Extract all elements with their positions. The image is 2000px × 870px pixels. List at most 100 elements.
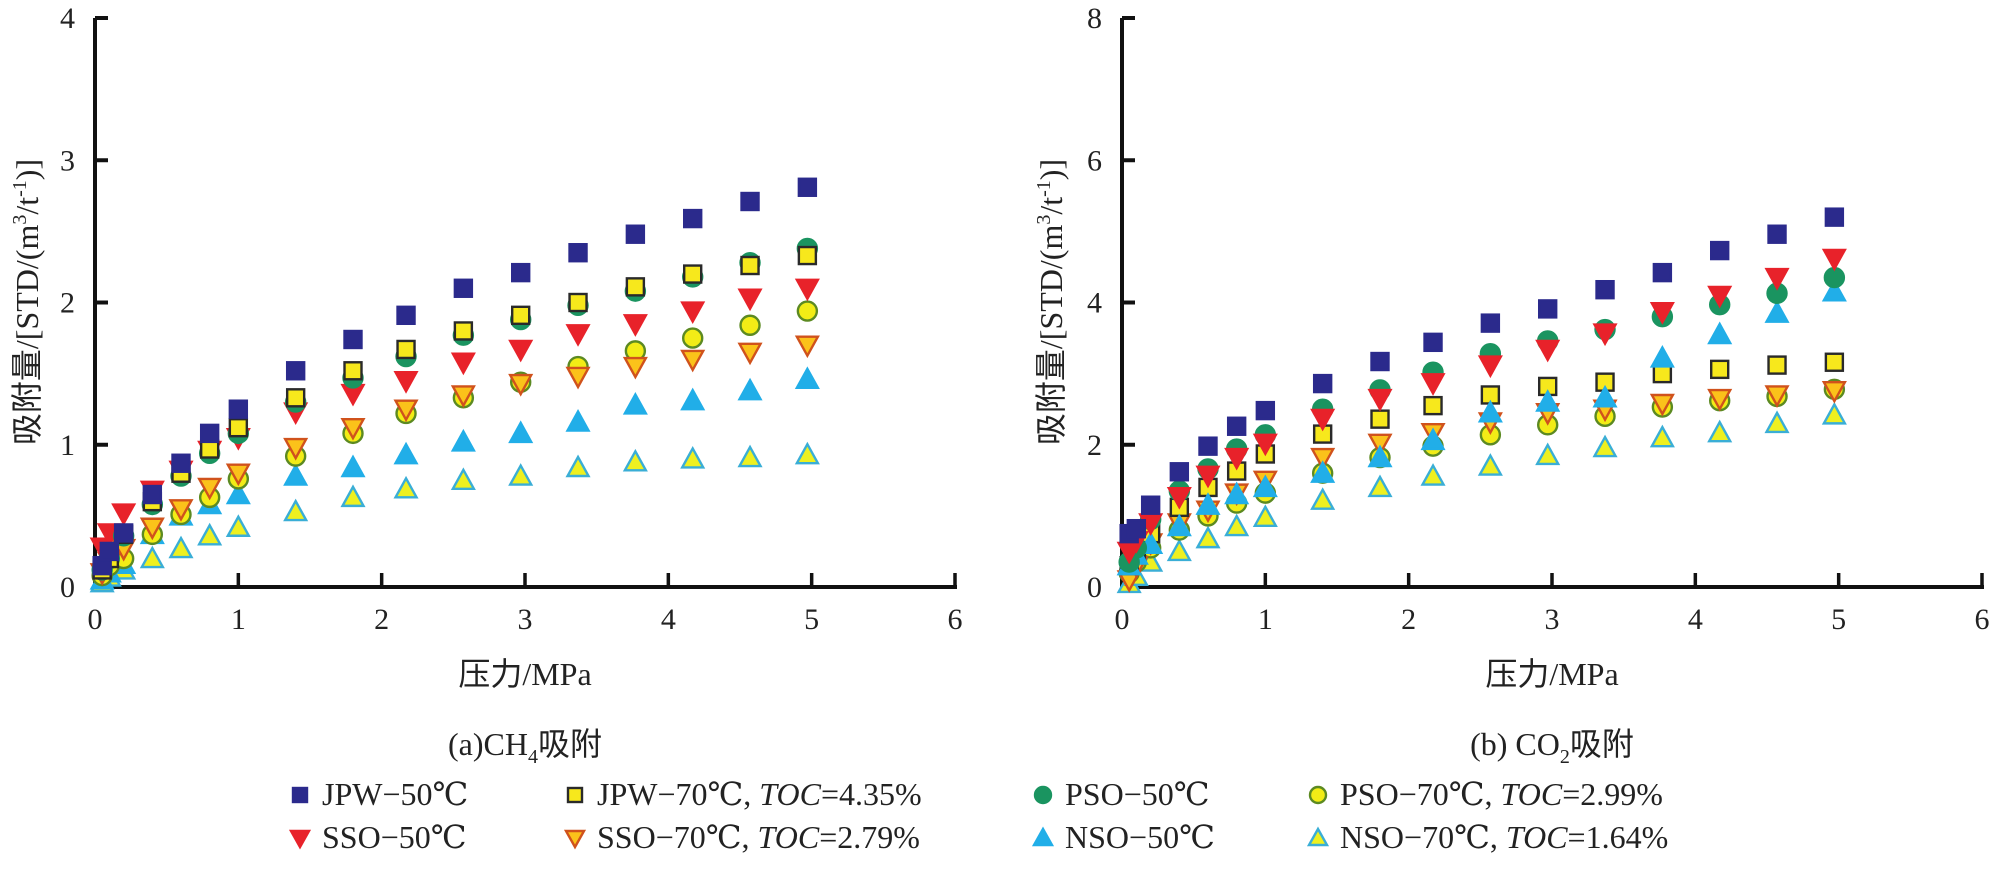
data-point <box>1707 388 1733 412</box>
data-point <box>453 321 474 341</box>
data-point <box>1595 279 1615 300</box>
data-point <box>622 356 648 380</box>
legend-item-pso70: PSO−70℃, TOC=2.99% <box>1308 776 1663 812</box>
data-point <box>565 324 591 347</box>
data-point <box>680 349 706 373</box>
data-point <box>1367 444 1393 468</box>
legend-label: SSO−70℃, TOC=2.79% <box>597 819 920 855</box>
data-point <box>508 420 534 444</box>
data-point <box>1821 248 1847 272</box>
data-point <box>1767 355 1787 375</box>
data-point <box>1423 332 1443 353</box>
data-point <box>1310 460 1336 483</box>
data-point <box>622 448 648 472</box>
data-point <box>737 288 763 312</box>
data-point <box>1367 474 1393 498</box>
x-tick-label: 5 <box>1831 603 1846 636</box>
legend-marker <box>566 786 584 804</box>
data-point <box>283 437 309 461</box>
legend-marker <box>1031 826 1055 847</box>
data-point <box>1310 487 1336 510</box>
legend-marker <box>563 829 587 850</box>
data-point <box>1649 393 1675 417</box>
data-point <box>396 339 416 360</box>
legend-marker <box>1033 785 1053 805</box>
data-point <box>393 371 419 394</box>
data-points <box>89 177 820 593</box>
legend-marker <box>1306 826 1330 847</box>
legend-item-jpw70: JPW−70℃, TOC=4.35% <box>566 776 922 812</box>
data-point <box>228 399 249 419</box>
legend-item-nso50: NSO−50℃ <box>1031 819 1215 855</box>
data-point <box>1535 442 1561 466</box>
data-point <box>1764 300 1790 323</box>
data-point <box>794 441 820 465</box>
data-point <box>1824 352 1845 372</box>
data-point <box>1370 409 1390 429</box>
series-jpw70 <box>1119 352 1845 576</box>
data-point <box>622 314 648 337</box>
data-point <box>396 305 416 326</box>
data-point <box>1166 538 1192 562</box>
data-point <box>450 385 476 408</box>
data-point <box>1310 408 1336 432</box>
data-point <box>625 224 646 244</box>
data-point <box>343 329 363 350</box>
data-point <box>1649 344 1675 368</box>
legend-label: JPW−70℃, TOC=4.35% <box>597 776 922 812</box>
y-tick-label: 0 <box>60 571 75 604</box>
data-point <box>1535 389 1561 412</box>
data-point <box>565 366 591 390</box>
data-point <box>511 305 531 326</box>
data-point <box>1821 401 1847 425</box>
data-point <box>511 262 531 283</box>
data-point <box>1166 513 1192 537</box>
x-tick-label: 1 <box>231 603 246 636</box>
data-point <box>683 208 703 229</box>
legend-marker <box>288 829 312 850</box>
data-point <box>450 428 476 452</box>
y-tick-label: 6 <box>1087 144 1102 177</box>
axes: 0 2 4 6 8 0 1 2 3 4 5 6 <box>1087 2 1990 636</box>
data-point <box>508 463 534 486</box>
x-tick-label: 2 <box>1401 603 1416 636</box>
data-point <box>283 463 309 486</box>
data-point <box>340 484 366 508</box>
data-point <box>168 499 194 522</box>
data-point <box>228 417 249 438</box>
y-tick-label: 2 <box>60 287 75 320</box>
data-point <box>393 399 419 423</box>
x-axis-title: 压力/MPa <box>458 656 591 692</box>
data-point <box>111 503 137 527</box>
x-tick-label: 6 <box>948 603 963 636</box>
data-point <box>393 441 419 465</box>
data-point <box>113 523 134 543</box>
data-point <box>225 463 251 487</box>
data-point <box>453 278 474 298</box>
data-point <box>508 339 534 363</box>
series-sso70 <box>89 335 820 586</box>
data-point <box>450 467 476 491</box>
x-axis-title: 压力/MPa <box>1485 656 1618 692</box>
data-point <box>1140 495 1161 515</box>
x-tick-label: 4 <box>661 603 676 636</box>
x-tick-label: 3 <box>518 603 533 636</box>
data-point <box>508 373 534 397</box>
data-point <box>1252 504 1278 527</box>
data-point <box>1480 313 1501 333</box>
data-point <box>1535 339 1561 363</box>
data-point <box>1367 388 1393 412</box>
legend: JPW−50℃ JPW−70℃, TOC=4.35% PSO−50℃ PSO−70℃,… <box>288 776 1668 855</box>
y-tick-label: 2 <box>1087 429 1102 462</box>
y-axis-title: 吸附量/[STD/(m3/t-1)] <box>9 159 45 445</box>
data-points <box>1116 207 1847 594</box>
axes: 0 1 2 3 4 0 1 2 3 4 5 6 <box>60 2 963 636</box>
data-point <box>1195 525 1221 549</box>
legend-marker <box>1308 785 1328 805</box>
chart-caption: (a)CH4吸附 <box>448 726 602 768</box>
y-axis-title: 吸附量/[STD/(m3/t-1)] <box>1033 159 1069 445</box>
data-point <box>340 454 366 478</box>
data-point <box>680 387 706 411</box>
legend-label: JPW−50℃ <box>322 776 468 812</box>
